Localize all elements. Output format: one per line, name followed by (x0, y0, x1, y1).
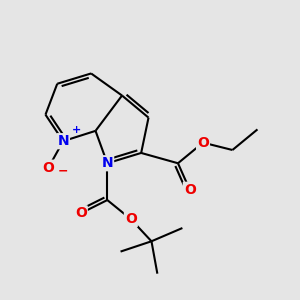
Text: N: N (101, 156, 113, 170)
Text: O: O (43, 161, 54, 175)
Text: N: N (57, 134, 69, 148)
Text: O: O (184, 183, 196, 197)
Text: O: O (125, 212, 137, 226)
Text: −: − (58, 164, 68, 177)
Text: O: O (197, 136, 209, 150)
Text: O: O (75, 206, 87, 220)
Text: +: + (71, 125, 81, 135)
